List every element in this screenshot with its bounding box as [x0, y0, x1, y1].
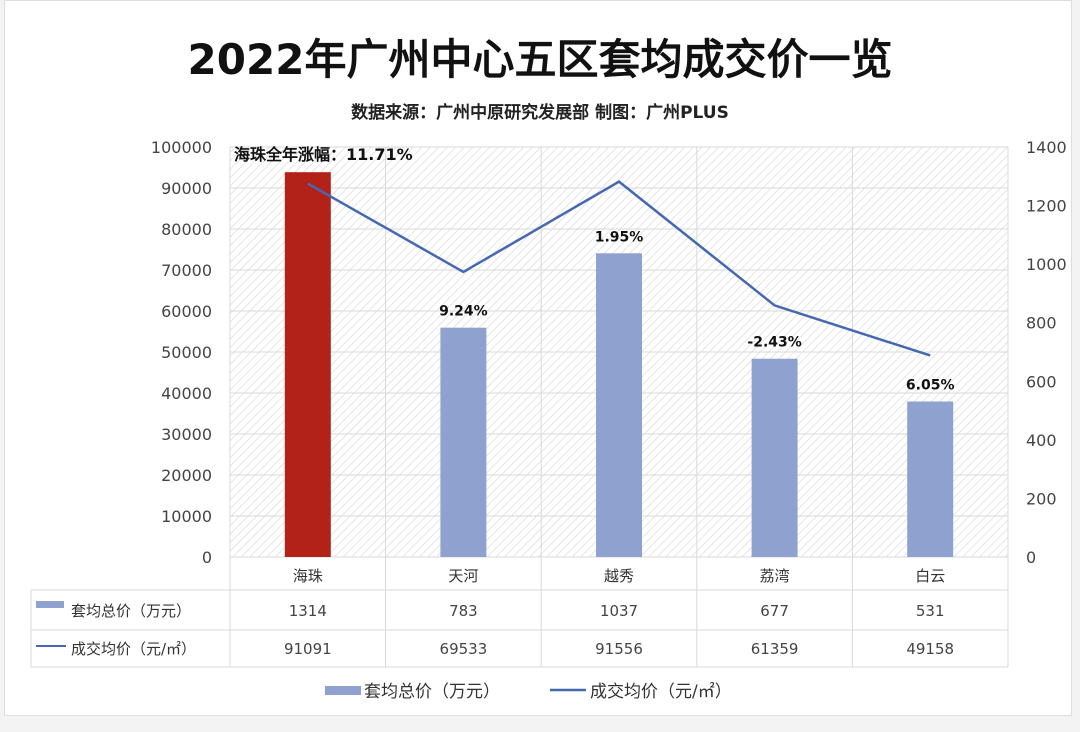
- left-tick-label: 70000: [161, 261, 212, 280]
- chart-title: 2022年广州中心五区套均成交价一览: [187, 35, 893, 84]
- table-cell: 1314: [289, 602, 327, 620]
- table-cell: 91091: [284, 640, 332, 658]
- right-tick-label: 200: [1026, 489, 1057, 508]
- category-label: 天河: [448, 567, 478, 585]
- legend-label: 套均总价（万元）: [364, 682, 500, 702]
- category-label: 越秀: [604, 567, 634, 585]
- bar-label: 1.95%: [595, 229, 644, 245]
- left-tick-label: 50000: [161, 343, 212, 362]
- right-tick-label: 1000: [1026, 255, 1067, 274]
- table-cell: 61359: [751, 640, 799, 658]
- category-label: 白云: [915, 567, 945, 585]
- table-cell: 69533: [440, 640, 488, 658]
- table-cell: 49158: [906, 640, 954, 658]
- left-tick-label: 90000: [161, 179, 212, 198]
- table-legend-key-bar: [36, 601, 64, 608]
- legend-label: 成交均价（元/㎡）: [590, 682, 732, 702]
- bar-海珠: [284, 172, 331, 557]
- chart-subtitle: 数据来源：广州中原研究发展部 制图：广州PLUS: [351, 103, 729, 123]
- left-tick-label: 100000: [151, 138, 212, 157]
- right-tick-label: 1200: [1026, 197, 1067, 216]
- legend-key-bar: [325, 686, 361, 695]
- category-label: 海珠: [293, 567, 323, 585]
- bar-越秀: [596, 253, 642, 558]
- left-tick-label: 80000: [161, 220, 212, 239]
- right-tick-label: 600: [1026, 372, 1057, 391]
- left-tick-label: 40000: [161, 384, 212, 403]
- bar-label: -2.43%: [747, 335, 801, 351]
- table-cell: 677: [760, 602, 789, 620]
- left-tick-label: 10000: [161, 507, 212, 526]
- right-tick-label: 1400: [1026, 138, 1067, 157]
- bar-荔湾: [751, 358, 798, 557]
- bar-label: 6.05%: [906, 377, 955, 393]
- bar-白云: [907, 401, 954, 557]
- table-cell: 531: [916, 602, 945, 620]
- left-tick-label: 30000: [161, 425, 212, 444]
- right-tick-label: 800: [1026, 314, 1057, 333]
- left-tick-label: 0: [202, 548, 212, 567]
- right-tick-label: 0: [1026, 548, 1036, 567]
- left-tick-label: 60000: [161, 302, 212, 321]
- table-cell: 91556: [595, 640, 643, 658]
- category-label: 荔湾: [760, 567, 790, 585]
- table-cell: 1037: [600, 602, 638, 620]
- right-tick-label: 400: [1026, 431, 1057, 450]
- table-row-label: 套均总价（万元）: [71, 602, 191, 620]
- table-cell: 783: [449, 602, 478, 620]
- bar-天河: [440, 327, 487, 557]
- bar-label: 海珠全年涨幅：11.71%: [234, 145, 413, 164]
- table-row-label: 成交均价（元/㎡）: [71, 640, 196, 658]
- left-tick-label: 20000: [161, 466, 212, 485]
- bar-label: 9.24%: [439, 304, 488, 320]
